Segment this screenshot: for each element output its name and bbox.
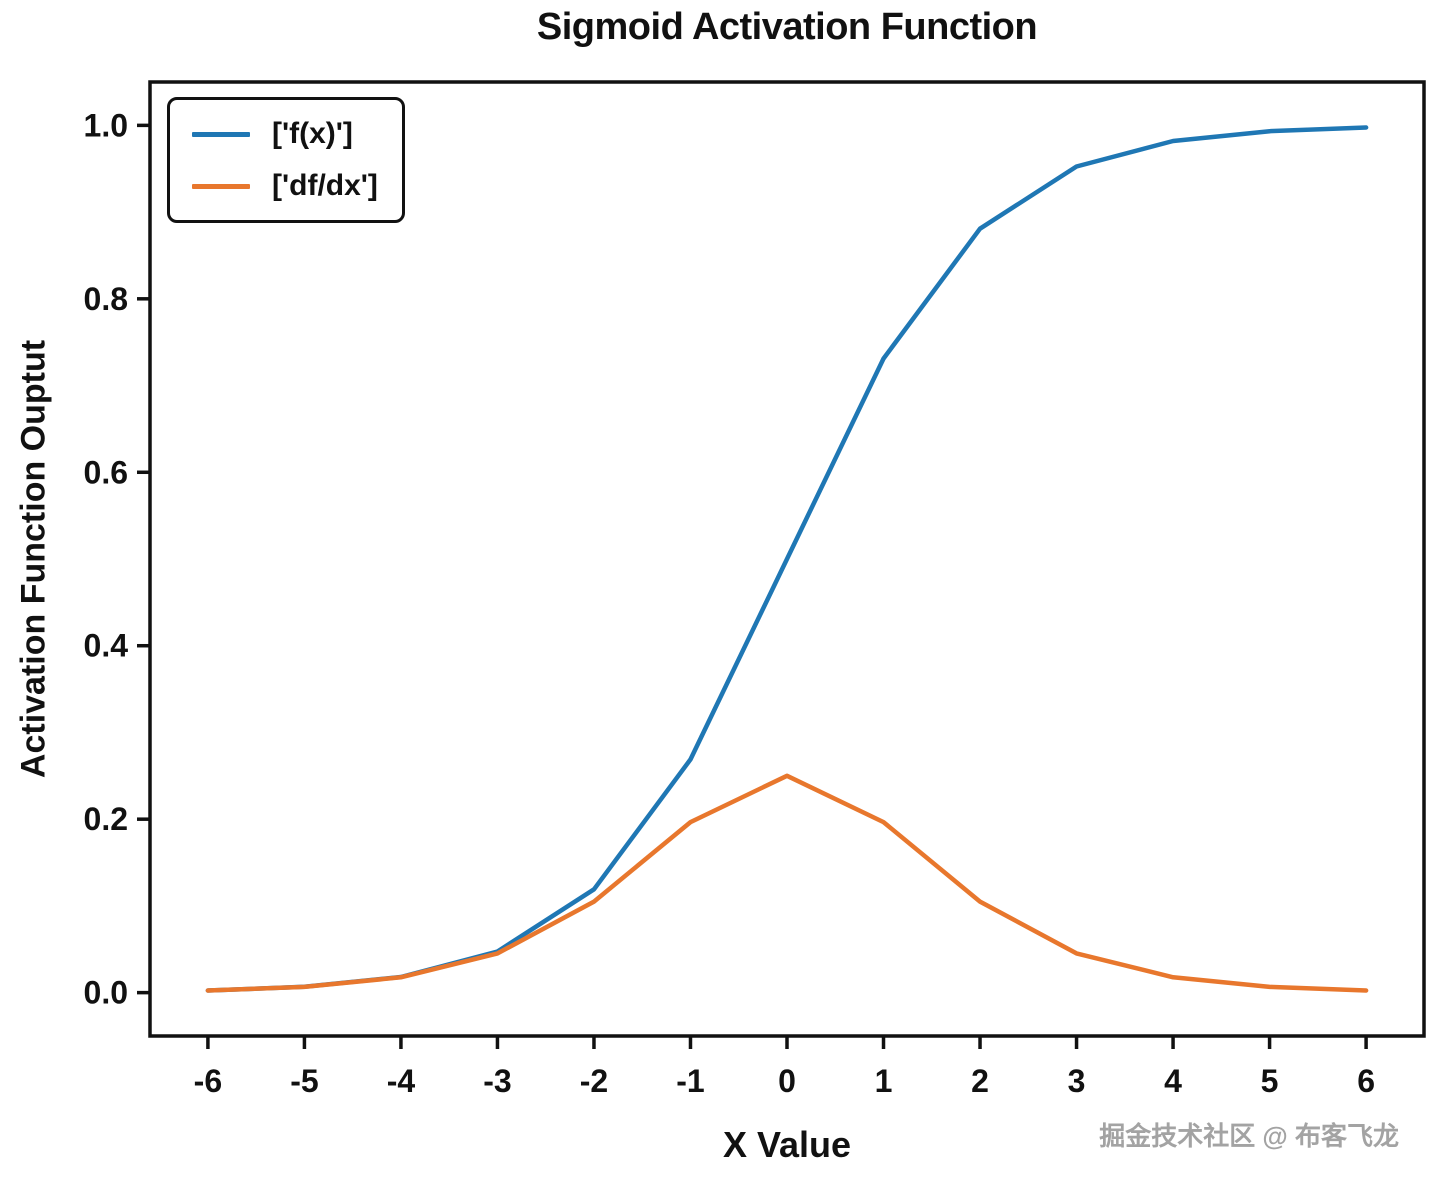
- legend-label-fx: ['f(x)']: [272, 117, 353, 150]
- y-tick-label: 0.8: [84, 281, 128, 317]
- legend-line-dfdx: [192, 183, 250, 189]
- x-tick-label: 0: [778, 1063, 796, 1099]
- x-tick-label: -3: [483, 1063, 511, 1099]
- series-line-fx: [205, 125, 1369, 993]
- legend-entry-dfdx: ['df/dx']: [192, 164, 378, 208]
- x-tick-label: 5: [1261, 1063, 1279, 1099]
- watermark: 掘金技术社区 @ 布客飞龙: [1099, 1121, 1399, 1151]
- legend-line-fx: [192, 131, 250, 137]
- x-tick-label: 6: [1357, 1063, 1375, 1099]
- chart-title: Sigmoid Activation Function: [536, 6, 1038, 48]
- x-axis-label: X Value: [722, 1124, 852, 1165]
- y-tick-label: 0.4: [84, 628, 129, 664]
- y-axis-label: Activation Function Ouptut: [14, 339, 53, 779]
- x-tick-label: -5: [290, 1063, 318, 1099]
- plot-border: [148, 80, 1426, 1038]
- x-tick-label: 1: [875, 1063, 893, 1099]
- x-tick-label: -6: [194, 1063, 222, 1099]
- y-tick-label: 1.0: [84, 107, 128, 143]
- x-tick-label: 3: [1068, 1063, 1086, 1099]
- y-tick-label: 0.0: [84, 975, 128, 1011]
- series-line-dfdx: [205, 773, 1369, 993]
- y-tick-label: 0.2: [84, 801, 128, 837]
- x-tick-label: 2: [971, 1063, 989, 1099]
- legend: ['f(x)'] ['df/dx']: [167, 97, 405, 223]
- x-tick-label: -4: [387, 1063, 416, 1099]
- x-tick-label: -1: [676, 1063, 704, 1099]
- x-tick-label: -2: [580, 1063, 608, 1099]
- y-tick-label: 0.6: [84, 454, 128, 490]
- legend-label-dfdx: ['df/dx']: [272, 169, 378, 202]
- legend-entry-fx: ['f(x)']: [192, 112, 378, 156]
- x-tick-label: 4: [1164, 1063, 1182, 1099]
